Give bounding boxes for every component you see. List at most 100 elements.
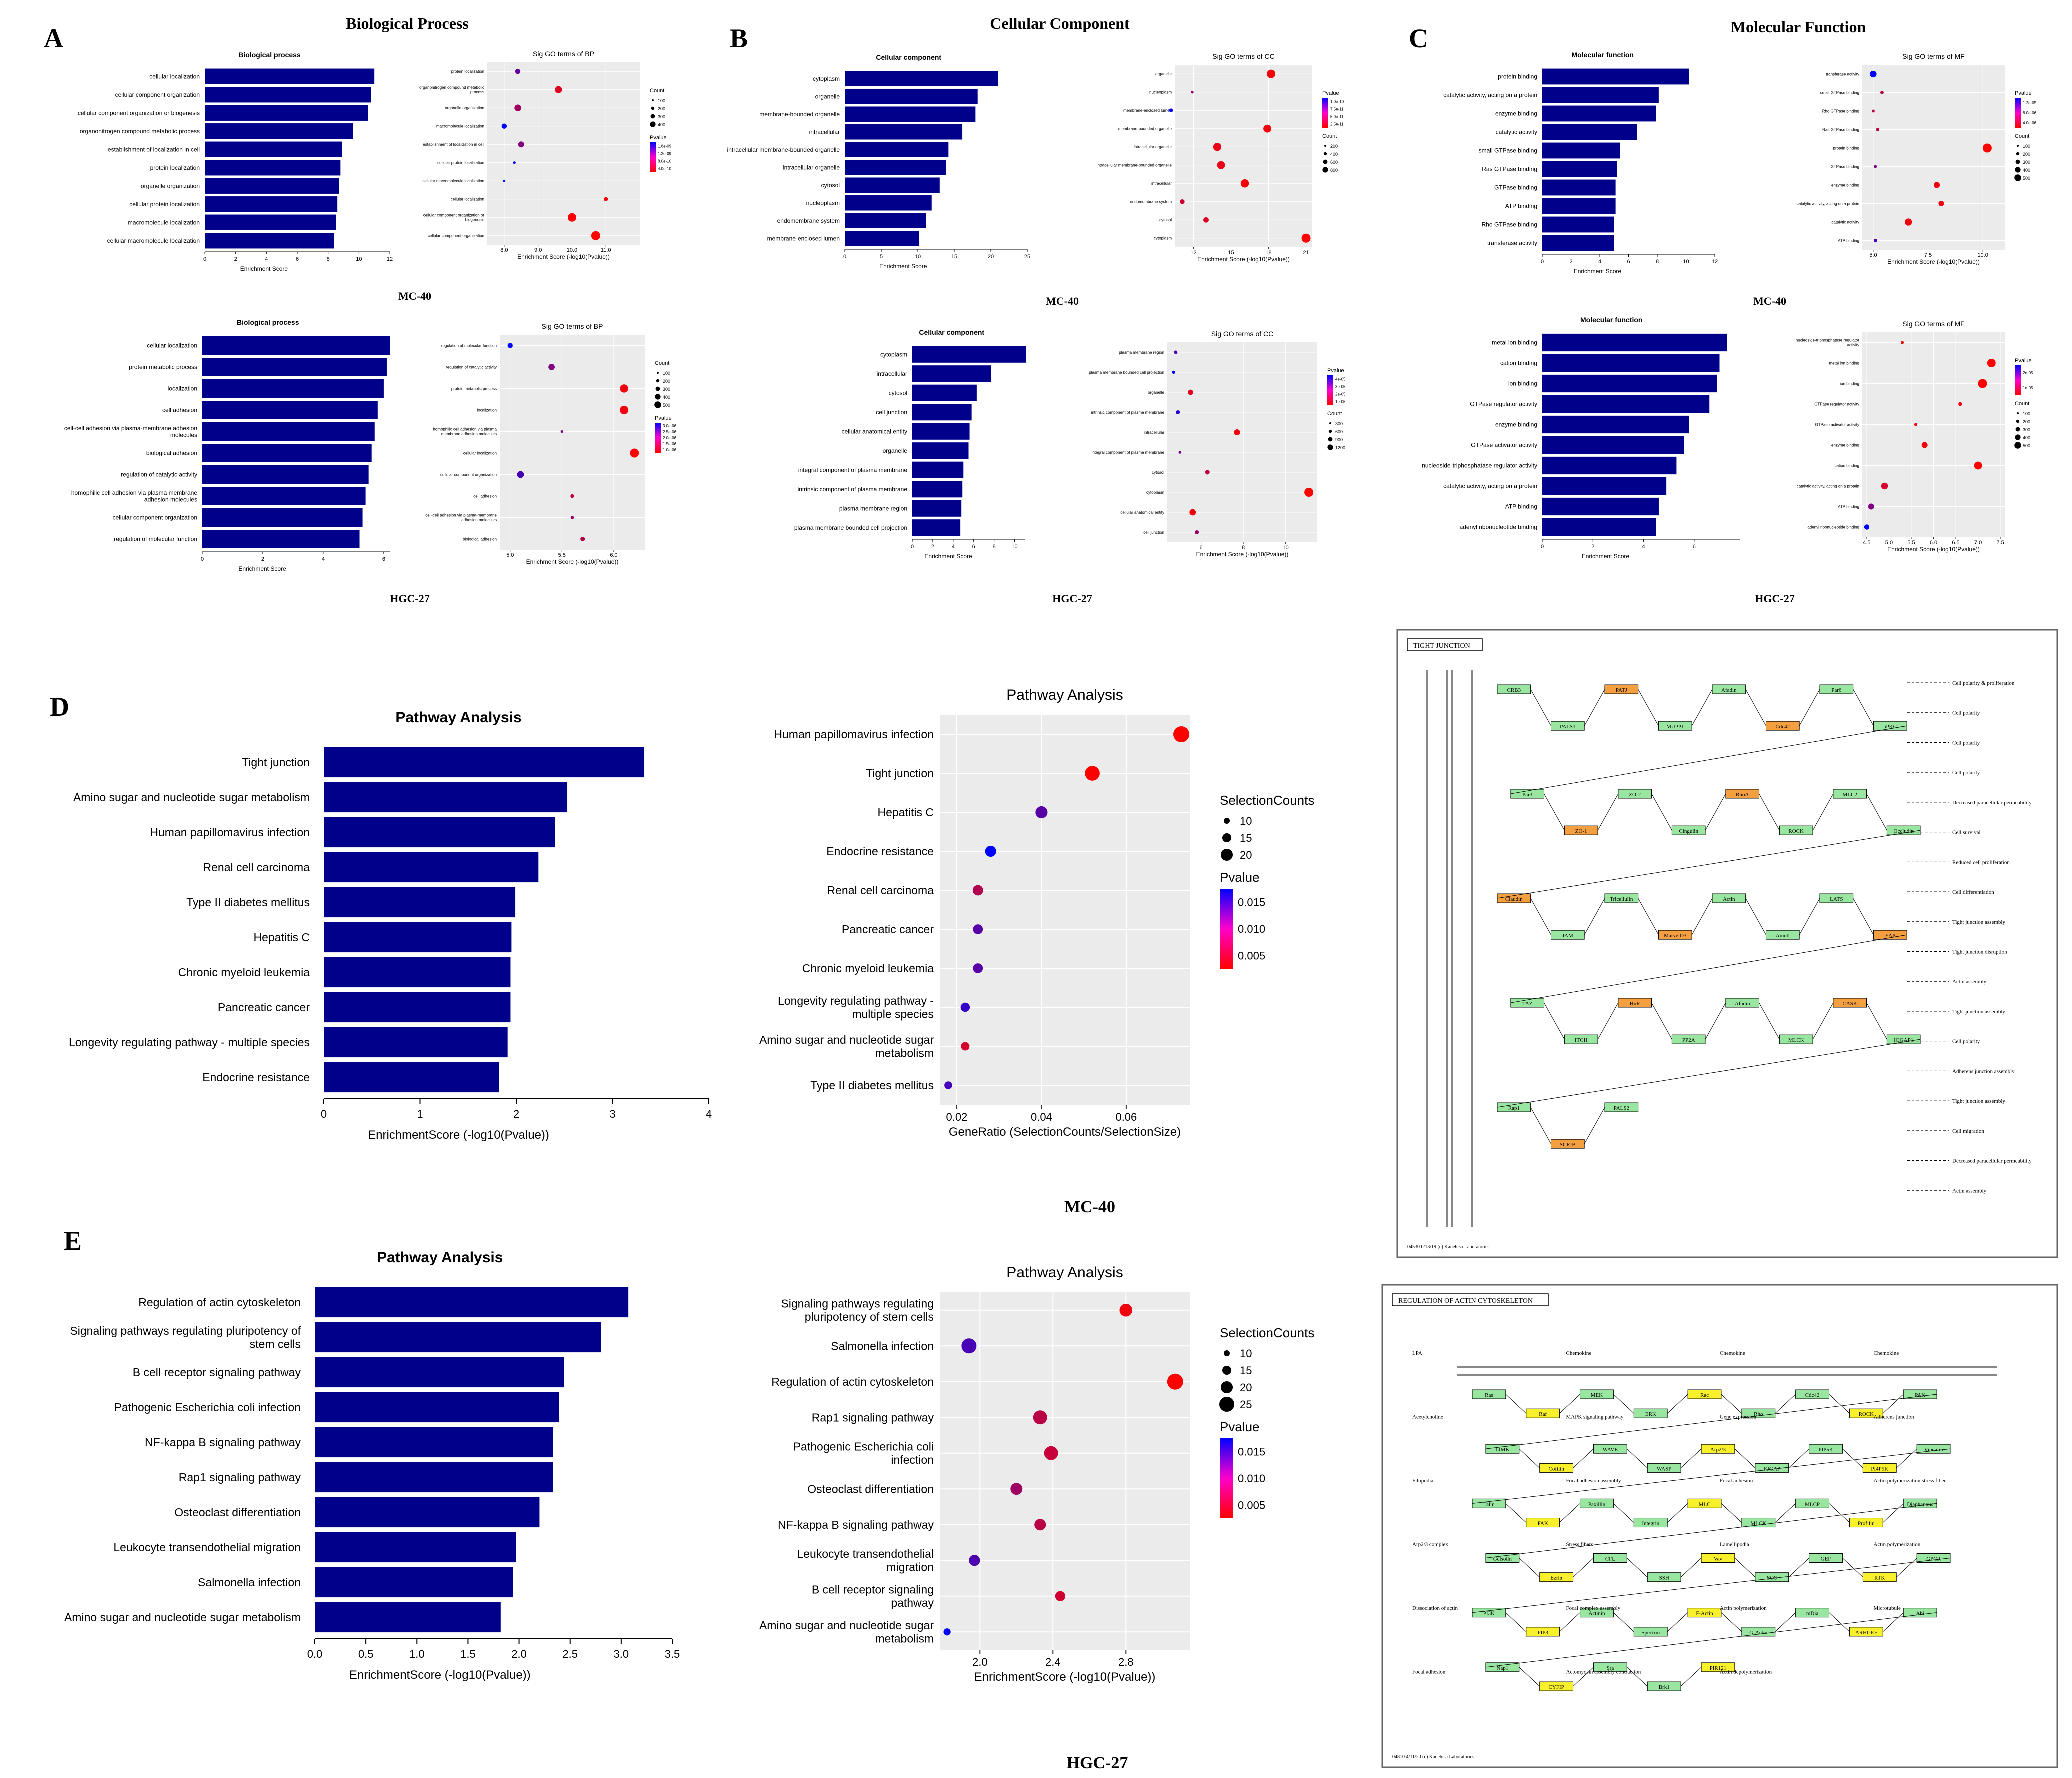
legend-size-label: 1200 [1336, 445, 1346, 450]
x-tick-label: 6.5 [1952, 540, 1960, 546]
x-tick-label: 6 [296, 256, 299, 262]
bar-label: organonitrogen compound metabolic proces… [80, 128, 200, 135]
legend-size-swatch [657, 372, 659, 374]
data-point [1178, 451, 1182, 454]
legend-size-swatch [1323, 159, 1328, 164]
edge [1788, 1558, 1810, 1578]
bar [1542, 354, 1720, 372]
x-tick-label: 2 [234, 256, 238, 262]
edge [1626, 1448, 1648, 1468]
bar-label: Salmonella infection [198, 1576, 301, 1589]
category-label: catalytic activity, acting on a protein [1797, 484, 1860, 488]
gene-label: Nap1 [1496, 1665, 1508, 1671]
bar-label: Endocrine resistance [202, 1071, 310, 1084]
legend-size-label: 20 [1240, 849, 1252, 861]
bar [205, 141, 342, 157]
legend-size-swatch [1224, 1350, 1230, 1356]
gene-label: Cingulin [1679, 828, 1698, 834]
legend-color-label: 0.010 [1238, 923, 1266, 935]
category-label: homophilic cell adhesion via plasma membr… [433, 427, 497, 436]
edge [1544, 1002, 1565, 1040]
data-point [517, 471, 524, 478]
edge [1486, 1612, 1938, 1668]
x-axis-label: GeneRatio (SelectionCounts/SelectionSize… [949, 1125, 1181, 1139]
edge [1638, 898, 1659, 935]
outcome-label: Arp2/3 complex [1412, 1542, 1448, 1548]
outcome-label: MAPK signaling pathway [1566, 1414, 1624, 1420]
bar [1542, 477, 1667, 495]
data-point [1904, 218, 1912, 226]
gene-label: ITCH [1575, 1037, 1588, 1043]
category-label: adenyl ribonucleotide binding [1808, 525, 1860, 529]
category-label: cytoplasm [1154, 236, 1172, 241]
bar-label: Regulation of actin cytoskeleton [138, 1296, 301, 1309]
gene-label: PIR121 [1710, 1665, 1727, 1671]
data-point [960, 1002, 970, 1012]
bar-label: Osteoclast differentiation [174, 1506, 301, 1519]
gene-label: Claudin [1506, 896, 1523, 902]
data-point [570, 516, 574, 519]
gene-label: ROCK [1859, 1411, 1874, 1417]
legend-size-title: Count [650, 88, 664, 94]
legend-size-title: SelectionCounts [1220, 793, 1314, 808]
data-point [1033, 1410, 1048, 1425]
chart-a2: Sig GO terms of BP protein localization or… [420, 50, 672, 260]
data-point [1055, 1591, 1066, 1601]
bar [205, 68, 375, 84]
chart-b3: Cellular component cytoplasm intracellular… [794, 328, 1026, 560]
legend-color-title: Pvalue [1220, 1419, 1260, 1434]
edge [1506, 1612, 1527, 1632]
data-point [1864, 524, 1870, 530]
legend-size-label: 500 [663, 403, 670, 408]
legend-color-label: 8.0e-06 [2023, 111, 2037, 115]
tight-footer: 04530 6/13/19 (c) Kanehisa Laboratories [1408, 1244, 1490, 1250]
gene-label: Cdc42 [1776, 724, 1790, 730]
panel-letter-e: E [64, 1226, 82, 1256]
bar [324, 782, 568, 813]
legend-color-label: 4.0e-10 [658, 167, 672, 171]
outcome-label: Chemokine [1566, 1350, 1592, 1356]
bar-label: regulation of molecular function [114, 536, 198, 543]
gene-label: GPCR [1926, 1556, 1941, 1562]
x-tick-label: 0 [1541, 259, 1544, 265]
x-tick-label: 5.0 [506, 552, 514, 558]
bar [315, 1357, 564, 1388]
x-tick-label: 4 [322, 556, 325, 562]
legend-size-label: 20 [1240, 1381, 1252, 1394]
data-point [1870, 70, 1877, 78]
outcome-label: Gene expression [1720, 1414, 1757, 1420]
outcome-label: Focal adhesion assembly [1566, 1478, 1622, 1484]
legend-size-swatch [652, 99, 654, 101]
legend-color-label: 2e-05 [2023, 371, 2034, 375]
edge [1896, 1558, 1918, 1578]
edge [1519, 1558, 1540, 1578]
panel-letter-c: C [1409, 23, 1428, 53]
edge [1519, 1667, 1540, 1687]
gene-label: Abi [1916, 1611, 1924, 1617]
bar-label: Rap1 signaling pathway [179, 1471, 302, 1484]
data-point [973, 924, 984, 934]
category-label: cytosol [1152, 470, 1164, 475]
edge [1573, 1448, 1594, 1468]
outcome-label: Tight junction assembly [1952, 1009, 2006, 1015]
outcome-label: Adherens junction assembly [1952, 1068, 2015, 1074]
edge [1705, 793, 1726, 831]
category-label: cytoplasm [1146, 490, 1164, 495]
outcome-label: Microtubule [1874, 1605, 1901, 1611]
bar [205, 233, 334, 249]
bar-label: organelle [883, 447, 908, 454]
edge [1530, 898, 1552, 935]
legend-size-label: 15 [1240, 1364, 1252, 1377]
data-point [1010, 1483, 1023, 1495]
legend-size-swatch [655, 394, 661, 400]
bar-label: organelle [816, 93, 840, 100]
edge [1759, 1002, 1780, 1040]
data-point [1240, 179, 1250, 188]
legend-color-bar [655, 423, 661, 453]
x-axis-label: Enrichment Score [1574, 268, 1622, 275]
edge [1680, 1448, 1702, 1468]
x-tick-label: 0.06 [1116, 1111, 1137, 1123]
x-tick-label: 6 [1200, 545, 1203, 551]
gene-label: WAVE [1603, 1447, 1618, 1453]
